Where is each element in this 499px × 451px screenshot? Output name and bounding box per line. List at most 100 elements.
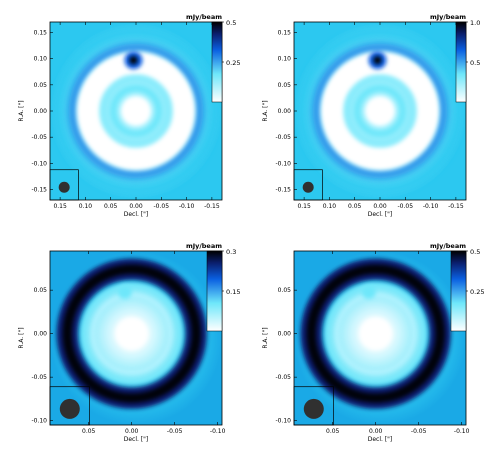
beam-ellipse xyxy=(303,398,324,419)
colorbar xyxy=(455,21,467,103)
x-tick-label: -0.10 xyxy=(454,428,470,435)
y-tick-label: 0.05 xyxy=(34,287,48,294)
y-tick-label: -0.05 xyxy=(31,374,47,381)
x-tick-label: 0.05 xyxy=(104,203,118,210)
central-peak xyxy=(358,316,393,351)
colorbar-unit-label: mJy/beam xyxy=(186,13,222,21)
plot-frame xyxy=(49,250,223,426)
central-peak xyxy=(114,316,149,351)
colorbar xyxy=(206,250,223,332)
x-tick-label: -0.15 xyxy=(448,203,464,210)
x-tick-label: 0.05 xyxy=(82,428,96,435)
dark-ring-core xyxy=(62,264,201,403)
outer-halo xyxy=(54,29,218,193)
y-axis-label: R.A. ["] xyxy=(18,327,25,348)
colorbar-unit-label: mJy/beam xyxy=(186,242,222,250)
colorbar-tick-label: 1.0 xyxy=(470,19,480,27)
y-tick-label: 0.15 xyxy=(278,29,292,36)
inner-ring xyxy=(334,292,417,375)
x-tick-label: 0.10 xyxy=(323,203,337,210)
y-tick-label: -0.10 xyxy=(31,160,47,167)
x-tick-label: -0.10 xyxy=(423,203,439,210)
x-axis-label: Decl. ["] xyxy=(368,436,393,443)
panel-1: -0.15 -0.10 -0.05 0.00 0.05 0.10 0.15 Decl. ["]… xyxy=(18,13,240,218)
ring-notch xyxy=(361,284,376,299)
x-tick-label: -0.05 xyxy=(167,428,183,435)
y-tick-label: -0.05 xyxy=(31,134,47,141)
x-tick-label: -0.05 xyxy=(154,203,170,210)
y-tick-label: 0.05 xyxy=(34,82,48,89)
intensity-map xyxy=(50,22,222,200)
ring-notch xyxy=(117,284,132,299)
y-tick-label: 0.00 xyxy=(278,108,292,115)
x-axis-label: Decl. ["] xyxy=(368,211,393,218)
plot-frame xyxy=(293,250,467,426)
colorbar-tick-label: 0.25 xyxy=(226,59,240,67)
x-tick-label: -0.10 xyxy=(179,203,195,210)
y-tick-label: -0.10 xyxy=(275,160,291,167)
x-tick-label: 0.00 xyxy=(373,203,387,210)
y-tick-label: 0.05 xyxy=(278,287,292,294)
x-tick-label: 0.10 xyxy=(79,203,93,210)
y-axis-label: R.A. ["] xyxy=(18,100,25,121)
colorbar-unit-label: mJy/beam xyxy=(430,13,466,21)
x-tick-label: 0.15 xyxy=(297,203,311,210)
y-tick-label: 0.10 xyxy=(278,56,292,63)
inner-ring xyxy=(90,292,173,375)
intensity-map xyxy=(294,22,466,200)
colorbar xyxy=(450,250,467,332)
ring-gap xyxy=(354,85,406,137)
colorbar xyxy=(211,21,223,103)
beam-ellipse xyxy=(58,181,70,193)
x-tick-label: 0.00 xyxy=(125,428,139,435)
y-tick-label: 0.00 xyxy=(34,108,48,115)
colorbar-tick-label: 0.5 xyxy=(470,248,480,256)
colorbar-unit-label: mJy/beam xyxy=(430,242,466,250)
y-axis-label: R.A. ["] xyxy=(262,100,269,121)
x-tick-label: 0.00 xyxy=(369,428,383,435)
x-tick-label: -0.15 xyxy=(204,203,220,210)
colorbar-tick-label: 0.5 xyxy=(470,59,480,67)
y-tick-label: 0.00 xyxy=(34,331,48,338)
x-tick-label: 0.00 xyxy=(129,203,143,210)
dark-spot xyxy=(129,56,138,65)
panel-2: -0.15 -0.10 -0.05 0.00 0.05 0.10 0.15 Decl. ["]… xyxy=(262,13,480,218)
x-tick-label: -0.10 xyxy=(210,428,226,435)
beam-ellipse xyxy=(302,181,314,193)
intensity-map xyxy=(294,251,466,425)
dark-spot xyxy=(373,56,382,65)
y-tick-label: 0.15 xyxy=(34,29,48,36)
panel-3: -0.10 -0.05 0.00 0.05 Decl. ["] 0.05 0.00 -0.05… xyxy=(18,242,240,443)
y-tick-label: -0.15 xyxy=(275,187,291,194)
y-tick-label: -0.05 xyxy=(275,374,291,381)
beam-ellipse xyxy=(59,398,80,419)
central-blob xyxy=(120,95,152,127)
dark-ring-core xyxy=(306,264,445,403)
x-axis-label: Decl. ["] xyxy=(124,211,149,218)
x-tick-label: -0.05 xyxy=(411,428,427,435)
ring-outer-edge xyxy=(312,43,448,179)
x-tick-label: 0.05 xyxy=(348,203,362,210)
intensity-map xyxy=(50,251,222,425)
ring-outer-edge xyxy=(68,43,204,179)
y-tick-label: 0.00 xyxy=(278,331,292,338)
x-tick-label: 0.05 xyxy=(326,428,340,435)
panel-4: -0.10 -0.05 0.00 0.05 Decl. ["] 0.05 0.00 -0.05… xyxy=(262,242,484,443)
y-tick-label: 0.10 xyxy=(34,56,48,63)
y-axis-label: R.A. ["] xyxy=(262,327,269,348)
y-tick-label: 0.05 xyxy=(278,82,292,89)
y-tick-label: -0.15 xyxy=(31,187,47,194)
y-tick-label: -0.10 xyxy=(31,418,47,425)
y-tick-label: -0.10 xyxy=(275,418,291,425)
ring-gap xyxy=(110,85,162,137)
central-blob xyxy=(364,95,396,127)
colorbar-tick-label: 0.5 xyxy=(226,19,236,27)
x-tick-label: -0.05 xyxy=(398,203,414,210)
y-tick-label: -0.05 xyxy=(275,134,291,141)
colorbar-tick-label: 0.15 xyxy=(226,288,240,296)
colorbar-tick-label: 0.25 xyxy=(470,288,484,296)
colorbar-tick-label: 0.3 xyxy=(226,248,236,256)
x-axis-label: Decl. ["] xyxy=(124,436,149,443)
x-tick-label: 0.15 xyxy=(53,203,67,210)
